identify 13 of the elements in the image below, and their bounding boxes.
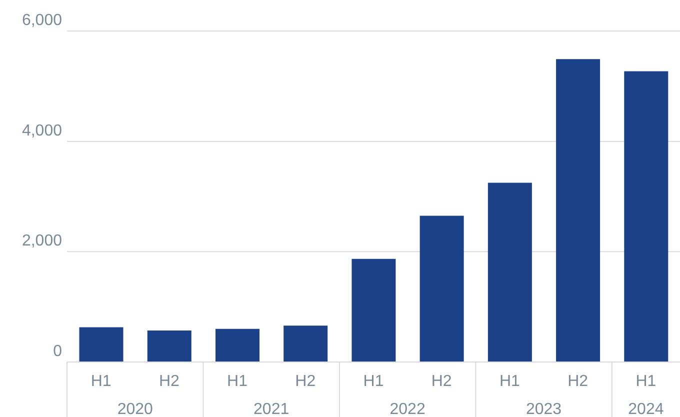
y-tick-label: 2,000 — [22, 232, 62, 250]
x-tick-label: H1 2020 — [90, 373, 154, 417]
x-tick-label: H1 2024 — [628, 373, 664, 417]
y-tick-label: 6,000 — [22, 12, 62, 29]
y-tick-label: 0 — [53, 343, 62, 360]
x-tick-label: H1 2023 — [499, 373, 562, 417]
x-tick-label: H1 2021 — [227, 373, 290, 417]
x-tick-label: H2 — [431, 373, 452, 390]
x-tick-label: H1 2022 — [363, 373, 426, 417]
x-tick-label: H2 — [295, 373, 316, 390]
x-tick-label: H2 — [158, 373, 180, 390]
y-tick-label: 4,000 — [22, 122, 62, 140]
x-tick-label: H2 — [568, 373, 588, 390]
